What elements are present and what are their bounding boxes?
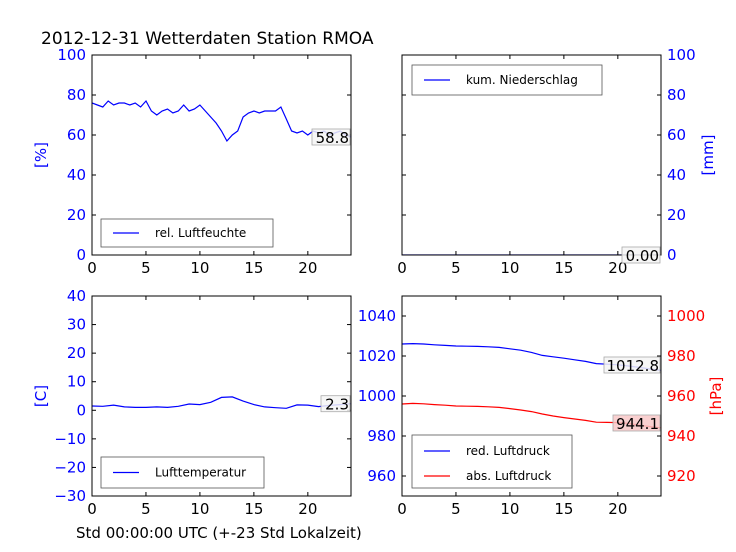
x-tick-label: 20 <box>298 500 317 518</box>
legend-label: Lufttemperatur <box>155 466 246 480</box>
y-tick-label: 1040 <box>358 307 396 325</box>
x-tick-label: 0 <box>397 500 407 518</box>
y-right-tick-label: 1000 <box>667 307 705 325</box>
legend-label: rel. Luftfeuchte <box>155 226 246 240</box>
value-label-box <box>311 128 351 146</box>
value-label: 1012.8 <box>607 357 660 375</box>
y-tick-label: 40 <box>67 287 86 305</box>
axes-frame <box>91 54 352 256</box>
x-tick-label: 5 <box>141 500 151 518</box>
x-tick-label: 0 <box>397 259 407 277</box>
y-tick-label: −30 <box>54 487 86 505</box>
panel-humidity: 0 5 10 15 20 0 20 40 60 80 100 [%] 58.8 rel. Luftfeuc… <box>32 46 352 277</box>
y-tick-label: 30 <box>67 316 86 334</box>
series-line-lufttemperatur <box>92 396 351 409</box>
y-tick-label: 80 <box>667 86 686 104</box>
y-tick-label: 100 <box>57 46 86 64</box>
x-tick-label: 15 <box>244 259 263 277</box>
value-label-box <box>621 246 661 264</box>
y-tick-label: 20 <box>67 206 86 224</box>
x-tick-label: 15 <box>554 500 573 518</box>
x-tick-label: 15 <box>244 500 263 518</box>
x-tick-label: 20 <box>608 500 627 518</box>
x-tick-label: 10 <box>190 259 209 277</box>
y-axis-label: [mm] <box>699 135 717 176</box>
x-tick-label: 10 <box>500 259 519 277</box>
y-tick-label: 1000 <box>358 387 396 405</box>
x-tick-label: 5 <box>141 259 151 277</box>
value-label: 58.8 <box>316 129 349 147</box>
y-tick-label: 100 <box>667 46 696 64</box>
y-tick-label: 40 <box>667 166 686 184</box>
y-tick-label: 980 <box>367 427 396 445</box>
y-right-tick-label: 960 <box>667 387 696 405</box>
x-tick-label: 5 <box>451 259 461 277</box>
x-tick-label: 0 <box>87 259 97 277</box>
x-tick-label: 10 <box>190 500 209 518</box>
y-tick-label: 0 <box>667 246 677 264</box>
y-tick-label: 40 <box>67 166 86 184</box>
value-label-box <box>612 414 661 432</box>
y-right-axis-label: [hPa] <box>707 377 725 416</box>
panel-precipitation: 0 5 10 15 20 0 20 40 60 80 100 [mm] 0.00 kum. Nieders… <box>397 46 717 277</box>
x-tick-label: 15 <box>554 259 573 277</box>
x-tick-label: 20 <box>608 259 627 277</box>
value-label: 0.00 <box>626 247 659 265</box>
y-tick-label: −10 <box>54 430 86 448</box>
value-label-box <box>320 395 351 413</box>
y-tick-label: −20 <box>54 458 86 476</box>
y-tick-label: 1020 <box>358 347 396 365</box>
legend-box <box>411 434 573 489</box>
x-tick-label: 20 <box>298 259 317 277</box>
y-axis-label: [C] <box>32 385 50 407</box>
y-tick-label: 0 <box>76 401 86 419</box>
x-tick-label: 10 <box>500 500 519 518</box>
y-right-tick-label: 920 <box>667 467 696 485</box>
x-axis-label: Std 00:00:00 UTC (+-23 Std Lokalzeit) <box>76 524 362 542</box>
y-tick-label: 60 <box>667 126 686 144</box>
series-line-rel-luftfeuchte <box>92 99 351 143</box>
legend-label: kum. Niederschlag <box>466 73 578 87</box>
y-right-tick-label: 940 <box>667 427 696 445</box>
x-tick-label: 0 <box>87 500 97 518</box>
y-tick-label: 960 <box>367 467 396 485</box>
figure-title: 2012-12-31 Wetterdaten Station RMOA <box>41 29 374 49</box>
legend-label: red. Luftdruck <box>466 444 550 458</box>
legend-box <box>100 218 274 248</box>
axes-frame <box>91 295 352 497</box>
y-tick-label: 20 <box>67 344 86 362</box>
y-right-tick-label: 980 <box>667 347 696 365</box>
y-tick-label: 0 <box>76 246 86 264</box>
x-tick-label: 5 <box>451 500 461 518</box>
panel-pressure: 0 5 10 15 20 960 980 1000 1020 1040 920 940 960 980 10… <box>358 295 725 518</box>
y-tick-label: 60 <box>67 126 86 144</box>
legend-label: abs. Luftdruck <box>466 469 551 483</box>
y-tick-label: 10 <box>67 373 86 391</box>
y-tick-label: 80 <box>67 86 86 104</box>
y-tick-label: 20 <box>667 206 686 224</box>
value-label: 2.3 <box>325 396 349 414</box>
value-label-box <box>603 356 661 374</box>
y-axis-label: [%] <box>32 142 50 168</box>
axes-frame <box>401 54 662 256</box>
value-label: 944.1 <box>616 415 659 433</box>
panel-temperature: 0 5 10 15 20 −30 −20 −10 0 10 20 30 40 [C] 2.3 Lufttemp… <box>32 287 352 518</box>
